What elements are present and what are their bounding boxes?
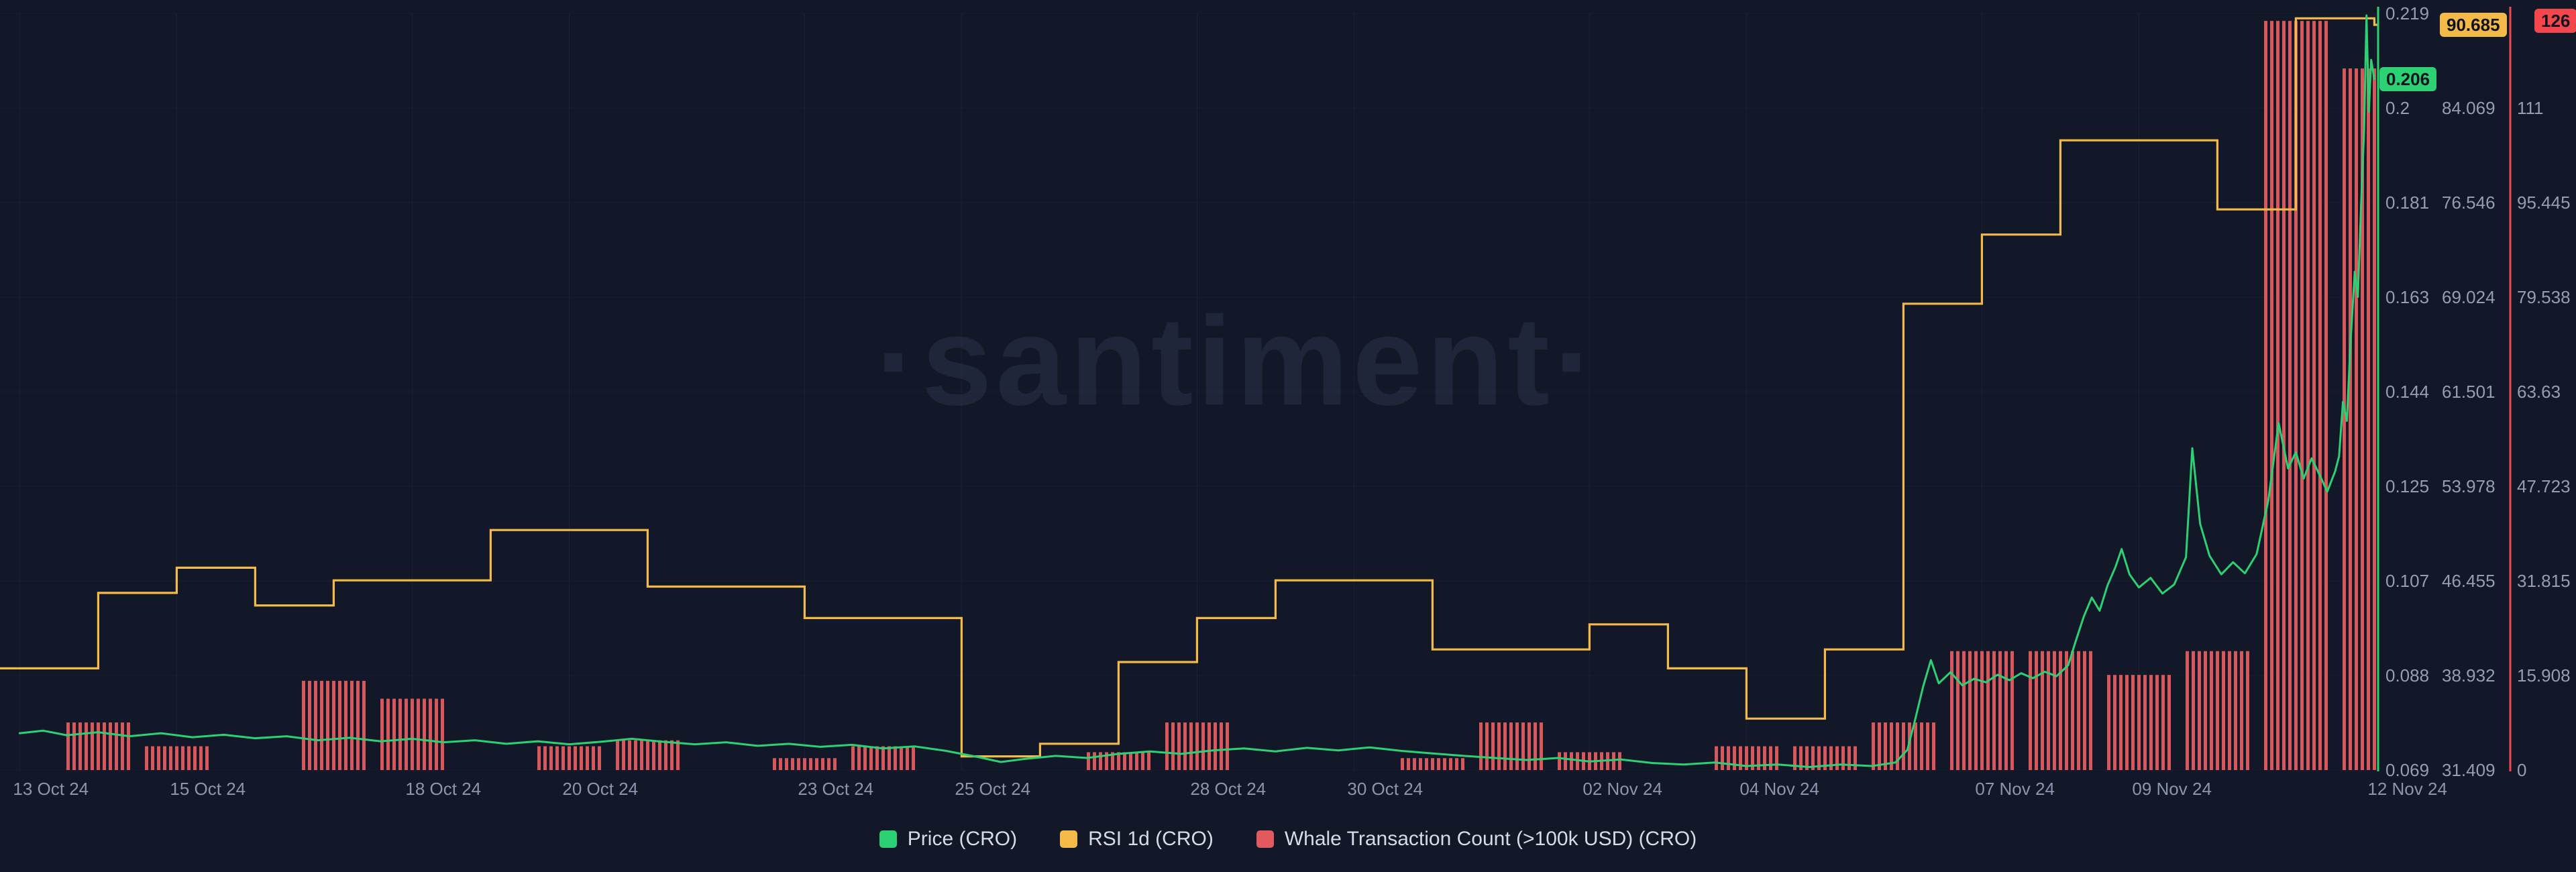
price-legend-label: Price (CRO) (907, 828, 1018, 850)
price-legend-swatch-icon (879, 830, 897, 848)
price-current-value-badge: 0.206 (2379, 66, 2437, 91)
whale-transaction-bar (378, 698, 446, 770)
whale-transaction-bar (143, 746, 211, 770)
whale-legend-swatch-icon (1256, 830, 1274, 848)
rsi-legend-label: RSI 1d (CRO) (1088, 828, 1214, 850)
whale-transaction-bar (2027, 651, 2094, 770)
legend-item-price[interactable]: Price (CRO) (879, 829, 1017, 849)
whale-transaction-bar (2105, 675, 2173, 770)
legend-item-whale[interactable]: Whale Transaction Count (>100k USD) (CRO… (1256, 829, 1697, 849)
whale-transaction-bar (771, 758, 839, 770)
whale-transaction-bar (1085, 752, 1152, 770)
whale-transaction-bar (1477, 722, 1545, 770)
chart-legend: Price (CRO) RSI 1d (CRO) Whale Transacti… (0, 829, 2576, 849)
whale-current-value-badge: 126 (2534, 9, 2576, 34)
whale-transaction-bar (1948, 651, 2016, 770)
whale-transaction-bar (300, 681, 368, 770)
rsi-line (0, 17, 2378, 758)
whale-transaction-bar (614, 740, 682, 770)
legend-item-rsi[interactable]: RSI 1d (CRO) (1060, 829, 1214, 849)
whale-transaction-bar (1163, 722, 1231, 770)
whale-transaction-bar (2184, 651, 2251, 770)
rsi-legend-swatch-icon (1060, 830, 1078, 848)
rsi-current-value-badge: 90.685 (2440, 12, 2507, 37)
whale-transaction-bar (535, 746, 603, 770)
whale-legend-label: Whale Transaction Count (>100k USD) (CRO… (1284, 828, 1697, 850)
price-line (18, 14, 2375, 768)
whale-transaction-bar (1399, 758, 1466, 770)
whale-transaction-bar (64, 722, 132, 770)
whale-transaction-bar (1870, 722, 1937, 770)
whale-transaction-bar (849, 746, 917, 770)
